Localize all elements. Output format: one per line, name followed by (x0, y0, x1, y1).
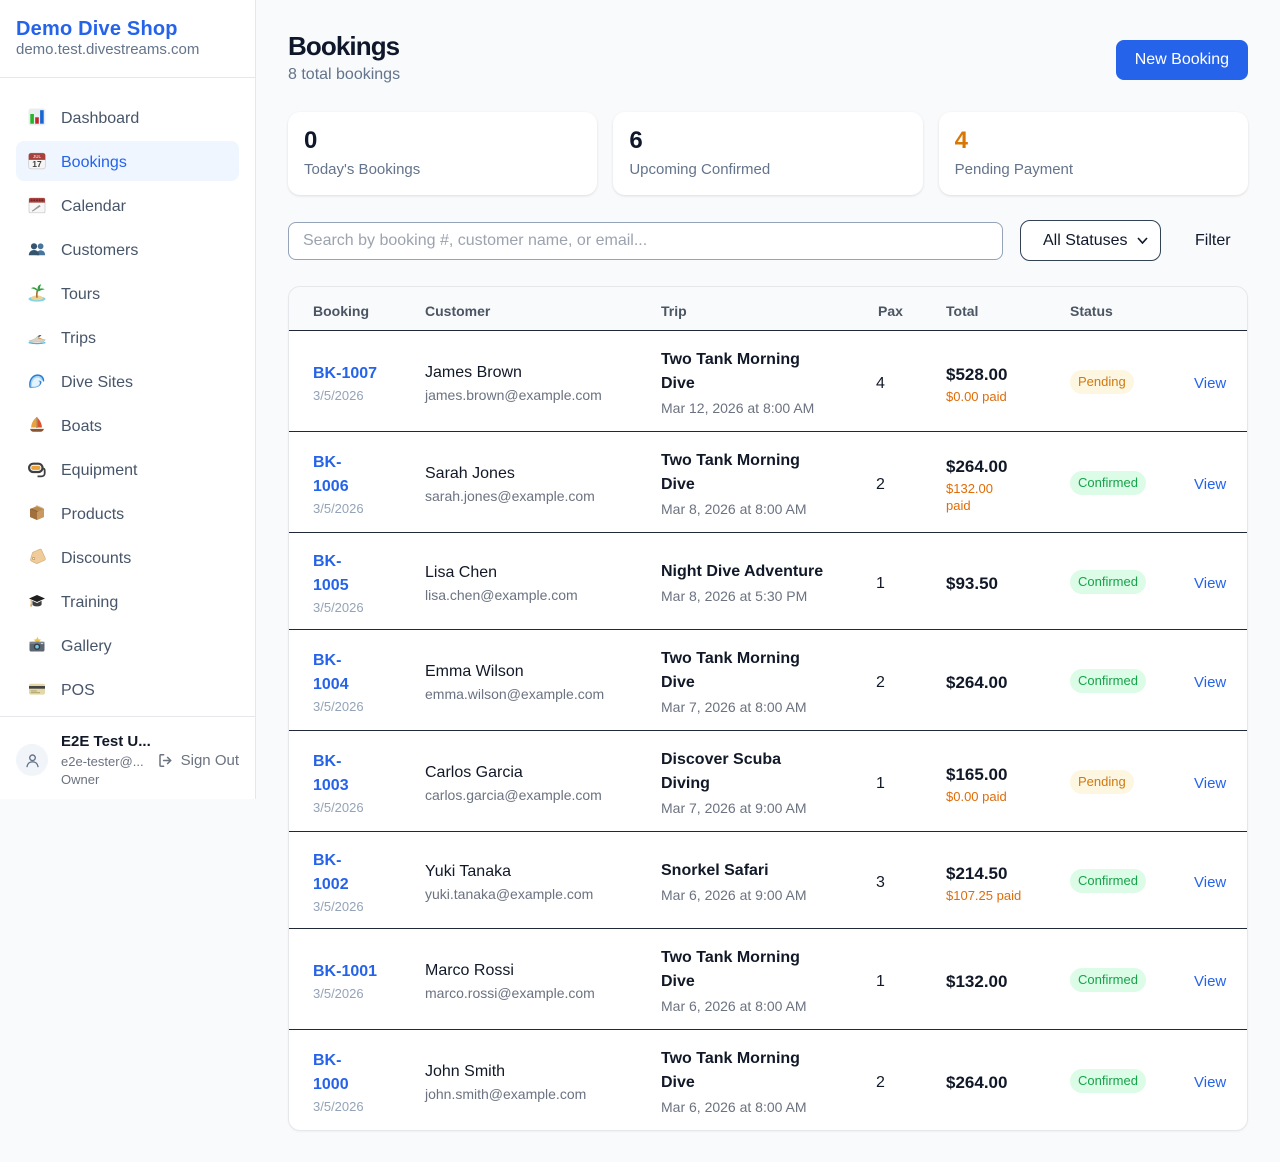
svg-text:JUL: JUL (33, 154, 42, 159)
svg-text:17: 17 (32, 159, 42, 169)
